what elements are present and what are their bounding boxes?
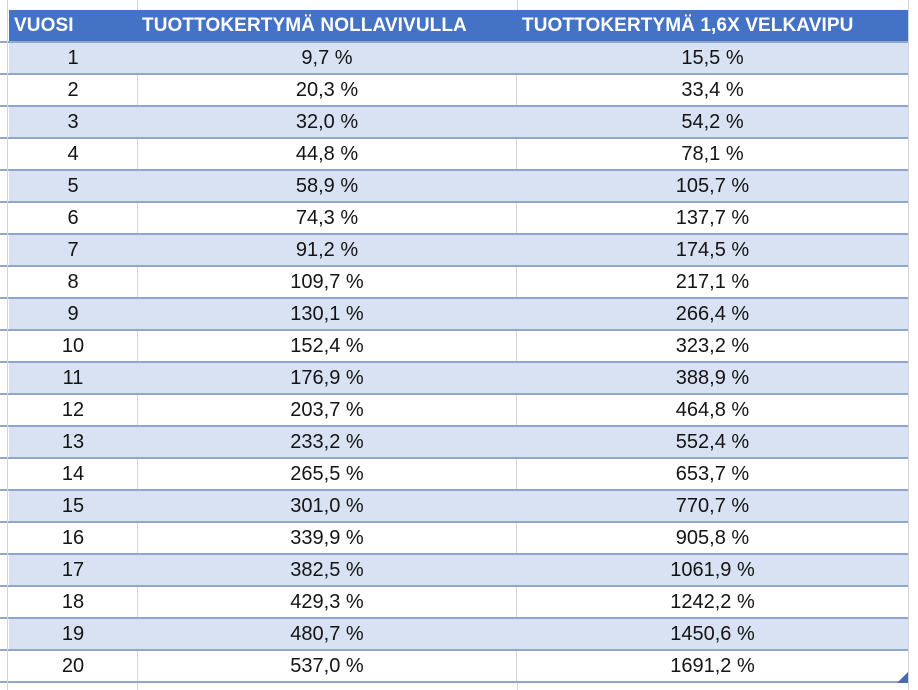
cell-velkavipu[interactable]: 33,4 % [517,75,908,105]
cell-nollavipu[interactable]: 91,2 % [137,235,517,265]
cell-vuosi[interactable]: 14 [9,459,137,489]
cell-velkavipu[interactable]: 1450,6 % [517,619,908,649]
table-row: 11 176,9 % 388,9 % [0,363,908,395]
cell-nollavipu[interactable]: 74,3 % [137,203,517,233]
table-resize-handle[interactable] [897,672,908,683]
cell-velkavipu[interactable]: 217,1 % [517,267,908,297]
table-row: 7 91,2 % 174,5 % [0,235,908,267]
cell-velkavipu[interactable]: 1242,2 % [517,587,908,617]
cell-nollavipu[interactable]: 301,0 % [137,491,517,521]
table-row: 15 301,0 % 770,7 % [0,491,908,523]
cell-vuosi[interactable]: 7 [9,235,137,265]
table-row: 3 32,0 % 54,2 % [0,107,908,139]
gridline-vertical-right [908,0,909,690]
gridline-vertical-col1 [137,0,138,10]
cell-vuosi[interactable]: 6 [9,203,137,233]
table-row: 2 20,3 % 33,4 % [0,75,908,107]
cell-velkavipu[interactable]: 1061,9 % [517,555,908,585]
table-row: 5 58,9 % 105,7 % [0,171,908,203]
cell-nollavipu[interactable]: 233,2 % [137,427,517,457]
table-row: 17 382,5 % 1061,9 % [0,555,908,587]
cell-velkavipu[interactable]: 653,7 % [517,459,908,489]
cell-nollavipu[interactable]: 109,7 % [137,267,517,297]
table-row: 19 480,7 % 1450,6 % [0,619,908,651]
cell-velkavipu[interactable]: 905,8 % [517,523,908,553]
cell-vuosi[interactable]: 4 [9,139,137,169]
header-cell-vuosi[interactable]: VUOSI [9,10,137,41]
table-row: 1 9,7 % 15,5 % [0,43,908,75]
table-row: 16 339,9 % 905,8 % [0,523,908,555]
cell-vuosi[interactable]: 12 [9,395,137,425]
header-cell-nollavipu[interactable]: TUOTTOKERTYMÄ NOLLAVIVULLA [137,10,517,41]
returns-table: VUOSI TUOTTOKERTYMÄ NOLLAVIVULLA TUOTTOK… [0,10,908,683]
cell-nollavipu[interactable]: 480,7 % [137,619,517,649]
gridline-vertical-col2-bottom [517,683,518,690]
cell-nollavipu[interactable]: 44,8 % [137,139,517,169]
table-row: 18 429,3 % 1242,2 % [0,587,908,619]
cell-nollavipu[interactable]: 176,9 % [137,363,517,393]
header-cell-velkavipu[interactable]: TUOTTOKERTYMÄ 1,6X VELKAVIPU [517,10,908,41]
cell-vuosi[interactable]: 11 [9,363,137,393]
cell-vuosi[interactable]: 5 [9,171,137,201]
cell-vuosi[interactable]: 1 [9,43,137,73]
cell-velkavipu[interactable]: 266,4 % [517,299,908,329]
cell-nollavipu[interactable]: 58,9 % [137,171,517,201]
cell-vuosi[interactable]: 20 [9,651,137,681]
table-row: 6 74,3 % 137,7 % [0,203,908,235]
cell-velkavipu[interactable]: 137,7 % [517,203,908,233]
cell-velkavipu[interactable]: 78,1 % [517,139,908,169]
cell-vuosi[interactable]: 10 [9,331,137,361]
cell-vuosi[interactable]: 2 [9,75,137,105]
table-row: 4 44,8 % 78,1 % [0,139,908,171]
table-row: 13 233,2 % 552,4 % [0,427,908,459]
table-row: 14 265,5 % 653,7 % [0,459,908,491]
cell-nollavipu[interactable]: 32,0 % [137,107,517,137]
cell-nollavipu[interactable]: 130,1 % [137,299,517,329]
cell-velkavipu[interactable]: 174,5 % [517,235,908,265]
cell-velkavipu[interactable]: 105,7 % [517,171,908,201]
cell-vuosi[interactable]: 3 [9,107,137,137]
cell-velkavipu[interactable]: 770,7 % [517,491,908,521]
cell-velkavipu[interactable]: 1691,2 % [517,651,908,681]
table-row: 12 203,7 % 464,8 % [0,395,908,427]
table-row: 10 152,4 % 323,2 % [0,331,908,363]
cell-nollavipu[interactable]: 429,3 % [137,587,517,617]
cell-velkavipu[interactable]: 54,2 % [517,107,908,137]
cell-nollavipu[interactable]: 152,4 % [137,331,517,361]
cell-vuosi[interactable]: 18 [9,587,137,617]
cell-nollavipu[interactable]: 382,5 % [137,555,517,585]
cell-nollavipu[interactable]: 9,7 % [137,43,517,73]
cell-nollavipu[interactable]: 537,0 % [137,651,517,681]
cell-velkavipu[interactable]: 552,4 % [517,427,908,457]
gridline-vertical-col1-bottom [137,683,138,690]
cell-velkavipu[interactable]: 388,9 % [517,363,908,393]
cell-velkavipu[interactable]: 464,8 % [517,395,908,425]
gridline-vertical-left [7,0,8,690]
gridline-vertical-col2 [517,0,518,10]
table-row: 9 130,1 % 266,4 % [0,299,908,331]
cell-vuosi[interactable]: 8 [9,267,137,297]
table-row: 20 537,0 % 1691,2 % [0,651,908,683]
cell-vuosi[interactable]: 16 [9,523,137,553]
cell-vuosi[interactable]: 15 [9,491,137,521]
cell-velkavipu[interactable]: 323,2 % [517,331,908,361]
cell-vuosi[interactable]: 17 [9,555,137,585]
table-row: 8 109,7 % 217,1 % [0,267,908,299]
cell-nollavipu[interactable]: 203,7 % [137,395,517,425]
table-body: 1 9,7 % 15,5 % 2 20,3 % 33,4 % 3 32,0 % … [0,43,908,683]
cell-nollavipu[interactable]: 265,5 % [137,459,517,489]
table-header-row: VUOSI TUOTTOKERTYMÄ NOLLAVIVULLA TUOTTOK… [0,10,908,43]
cell-nollavipu[interactable]: 20,3 % [137,75,517,105]
cell-vuosi[interactable]: 19 [9,619,137,649]
cell-nollavipu[interactable]: 339,9 % [137,523,517,553]
cell-vuosi[interactable]: 13 [9,427,137,457]
cell-velkavipu[interactable]: 15,5 % [517,43,908,73]
cell-vuosi[interactable]: 9 [9,299,137,329]
